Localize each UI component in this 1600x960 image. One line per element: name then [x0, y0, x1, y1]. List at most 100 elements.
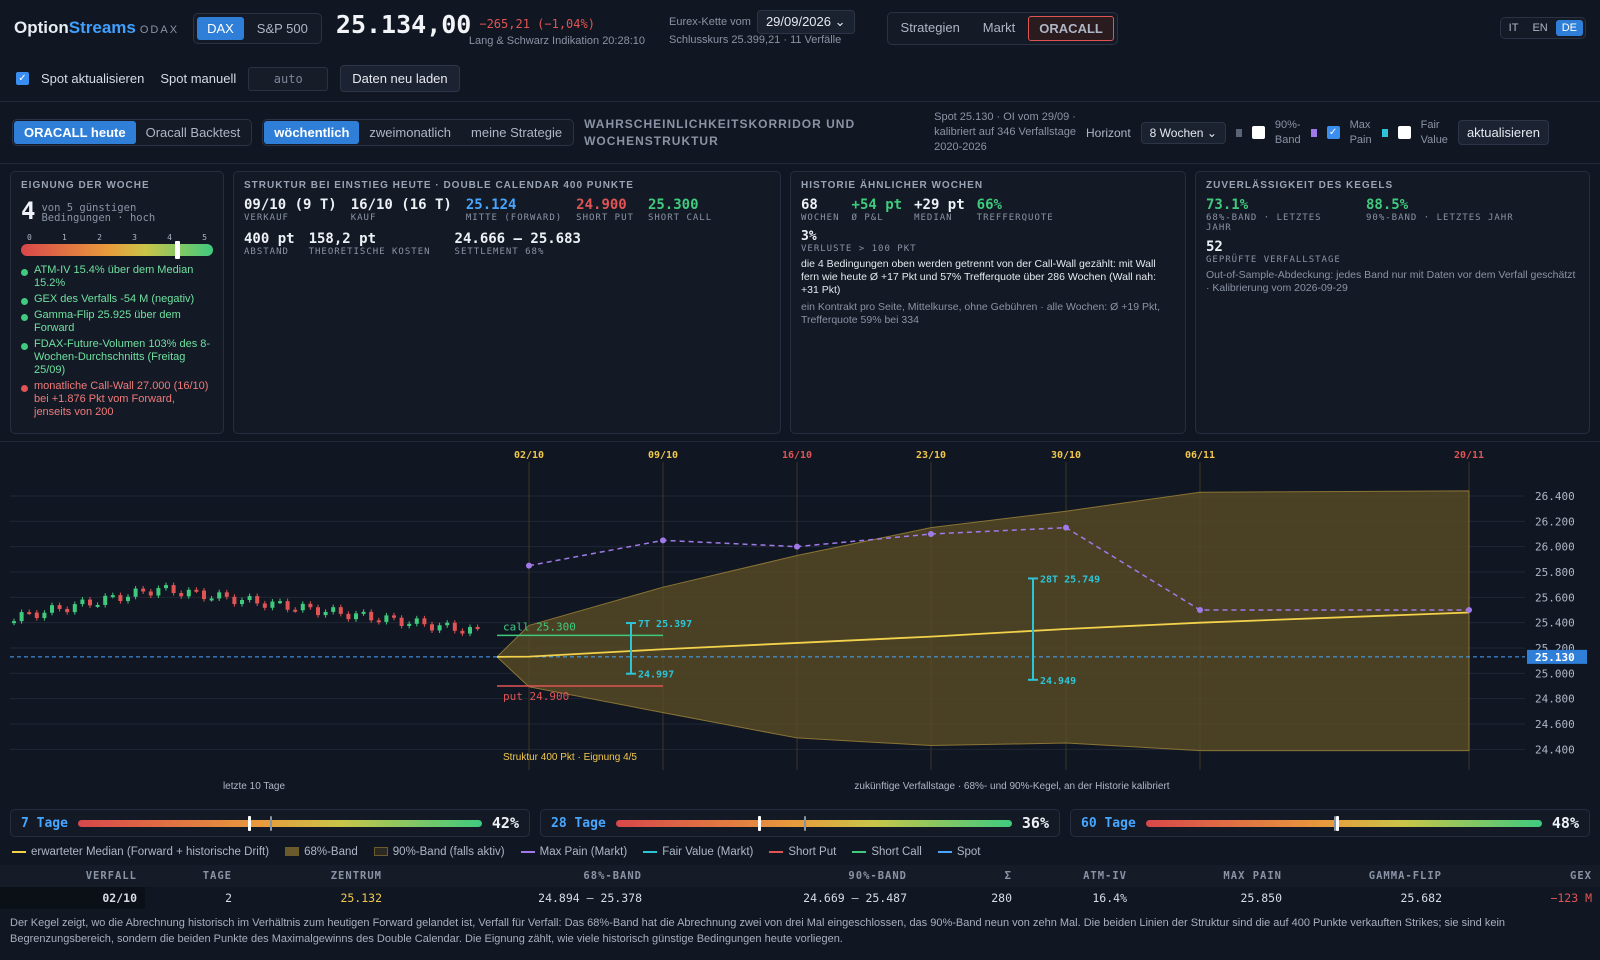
- reload-button[interactable]: Daten neu laden: [340, 65, 460, 92]
- maxpain-checkbox[interactable]: ✓: [1326, 126, 1340, 139]
- candle-body: [148, 591, 153, 596]
- lang-en[interactable]: EN: [1532, 22, 1548, 34]
- conditions-list: ATM-IV 15.4% über dem Median 15.2% GEX de…: [21, 264, 213, 419]
- probability-cone-chart: 26.40026.20026.00025.80025.60025.40025.2…: [10, 450, 1587, 792]
- candle-body: [475, 627, 480, 630]
- candle-body: [80, 599, 85, 605]
- horizon-select[interactable]: 8 Wochen ⌄: [1140, 121, 1226, 144]
- nav-oracall[interactable]: ORACALL: [1028, 15, 1114, 41]
- candle-body: [278, 601, 282, 604]
- candle-body: [27, 612, 32, 615]
- fair-value-top-label: 7T 25.397: [638, 619, 692, 630]
- candle-body: [209, 598, 214, 601]
- tab-oracall-today[interactable]: ORACALL heute: [14, 121, 136, 144]
- probability-gauges: 7 Tage 42% 28 Tage 36% 60 Tage 48%: [0, 807, 1600, 839]
- gauge-track: [615, 815, 1012, 831]
- fairvalue-swatch: [1381, 128, 1388, 137]
- y-tick-label: 24.600: [1535, 718, 1575, 731]
- candle-body: [19, 612, 24, 622]
- candle-body: [118, 595, 123, 602]
- price-block: 25.134,00 −265,21 (−1,04%) Lang & Schwarz…: [336, 10, 645, 47]
- chain-date-select[interactable]: 29/09/2026 ⌄: [756, 10, 855, 34]
- y-tick-label: 25.000: [1535, 667, 1575, 680]
- refresh-button[interactable]: aktualisieren: [1457, 120, 1549, 145]
- y-tick-label: 25.400: [1535, 617, 1575, 630]
- expiry-label: 09/10: [648, 450, 678, 461]
- close-info: Schlusskurs 25.399,21 · 11 Verfälle: [669, 34, 842, 46]
- candle-body: [316, 607, 320, 616]
- main-nav: Strategien Markt ORACALL: [886, 11, 1118, 45]
- candle-body: [202, 590, 206, 600]
- table-row[interactable]: 02/10 2 25.132 24.894 — 25.378 24.669 — 25.4…: [0, 887, 1600, 909]
- candle-body: [247, 596, 252, 601]
- candle-body: [354, 613, 358, 620]
- suitability-card: EIGNUNG DER WOCHE 4 von 5 günstigen Beding…: [10, 171, 224, 434]
- tab-dax[interactable]: DAX: [197, 16, 244, 40]
- tab-my-strategy[interactable]: meine Strategie: [471, 125, 563, 140]
- candle-body: [331, 607, 336, 612]
- oracall-toolbar: ORACALL heute Oracall Backtest wöchentli…: [0, 102, 1600, 164]
- maxpain-swatch: [1310, 128, 1317, 137]
- top-bar: OptionStreams ODAX DAX S&P 500 25.134,00−…: [0, 0, 1600, 56]
- check-dot-icon: [21, 269, 28, 276]
- lang-de[interactable]: DE: [1555, 20, 1583, 36]
- check-dot-icon: [21, 343, 28, 350]
- expiry-label: 20/11: [1454, 450, 1484, 461]
- gauge-label: 28 Tage: [551, 815, 606, 831]
- tab-oracall-backtest[interactable]: Oracall Backtest: [145, 125, 241, 140]
- max-pain-point: [1197, 607, 1203, 613]
- lang-it[interactable]: IT: [1508, 22, 1519, 34]
- candle-body: [88, 599, 92, 606]
- max-pain-point: [1063, 524, 1069, 531]
- candle-body: [262, 603, 267, 608]
- fair-value-bottom-label: 24.949: [1040, 676, 1076, 687]
- suitability-score: 4: [21, 197, 36, 225]
- candle-body: [468, 627, 472, 634]
- y-tick-label: 25.600: [1535, 591, 1575, 604]
- nav-markt[interactable]: Markt: [982, 19, 1016, 35]
- tab-bimonthly[interactable]: zweimonatlich: [369, 125, 452, 140]
- candle-body: [95, 604, 100, 607]
- candle-body: [376, 620, 381, 623]
- nav-strategien[interactable]: Strategien: [900, 19, 960, 35]
- candle-body: [156, 588, 161, 596]
- spot-update-label: Spot aktualisieren: [41, 71, 145, 86]
- gauge-1: 28 Tage 36%: [540, 809, 1060, 837]
- gauge-2: 60 Tage 48%: [1070, 809, 1590, 837]
- condition-item: monatliche Call-Wall 27.000 (16/10) bei …: [21, 380, 213, 419]
- y-tick-label: 25.800: [1535, 566, 1575, 579]
- candle-body: [399, 617, 404, 626]
- horizon-label: Horizont: [1085, 125, 1131, 140]
- gauge-reference: [803, 815, 806, 831]
- candle-body: [255, 596, 260, 604]
- spot-update-checkbox[interactable]: ✓: [16, 72, 29, 85]
- candle-body: [407, 623, 412, 626]
- check-dot-icon: [21, 298, 28, 305]
- tab-sp500[interactable]: S&P 500: [256, 20, 308, 36]
- candle-body: [361, 611, 366, 614]
- candle-body: [392, 615, 396, 618]
- band90-checkbox[interactable]: [1251, 126, 1265, 139]
- future-axis-label: zukünftige Verfallstage · 68%- und 90%-K…: [854, 781, 1169, 792]
- max-pain-point: [526, 562, 532, 569]
- candle-body: [346, 613, 351, 620]
- expiry-label: 23/10: [916, 450, 946, 461]
- structure-card: STRUKTUR BEI EINSTIEG HEUTE · DOUBLE CAL…: [233, 171, 781, 434]
- fair-value-bottom-label: 24.997: [638, 670, 674, 681]
- candle-body: [414, 618, 419, 624]
- gauge-marker: [247, 815, 251, 831]
- tab-weekly[interactable]: wöchentlich: [264, 121, 360, 144]
- band90-swatch: [1235, 128, 1242, 137]
- max-pain-point: [1466, 607, 1472, 613]
- band90-label: 90%- Band: [1274, 118, 1301, 146]
- spot-manual-input[interactable]: auto: [248, 66, 329, 91]
- gauge-marker: [1335, 815, 1339, 831]
- expiry-table: VERFALL TAGE ZENTRUM 68%-BAND 90%-BAND Σ ATM-I…: [0, 865, 1600, 909]
- candle-body: [179, 593, 184, 597]
- footer-note: Der Kegel zeigt, wo die Abrechnung histo…: [10, 917, 1506, 945]
- fairvalue-checkbox[interactable]: [1397, 126, 1411, 139]
- candle-body: [34, 612, 39, 619]
- legend-68-band: 68%-Band: [285, 846, 358, 858]
- candle-body: [57, 605, 62, 609]
